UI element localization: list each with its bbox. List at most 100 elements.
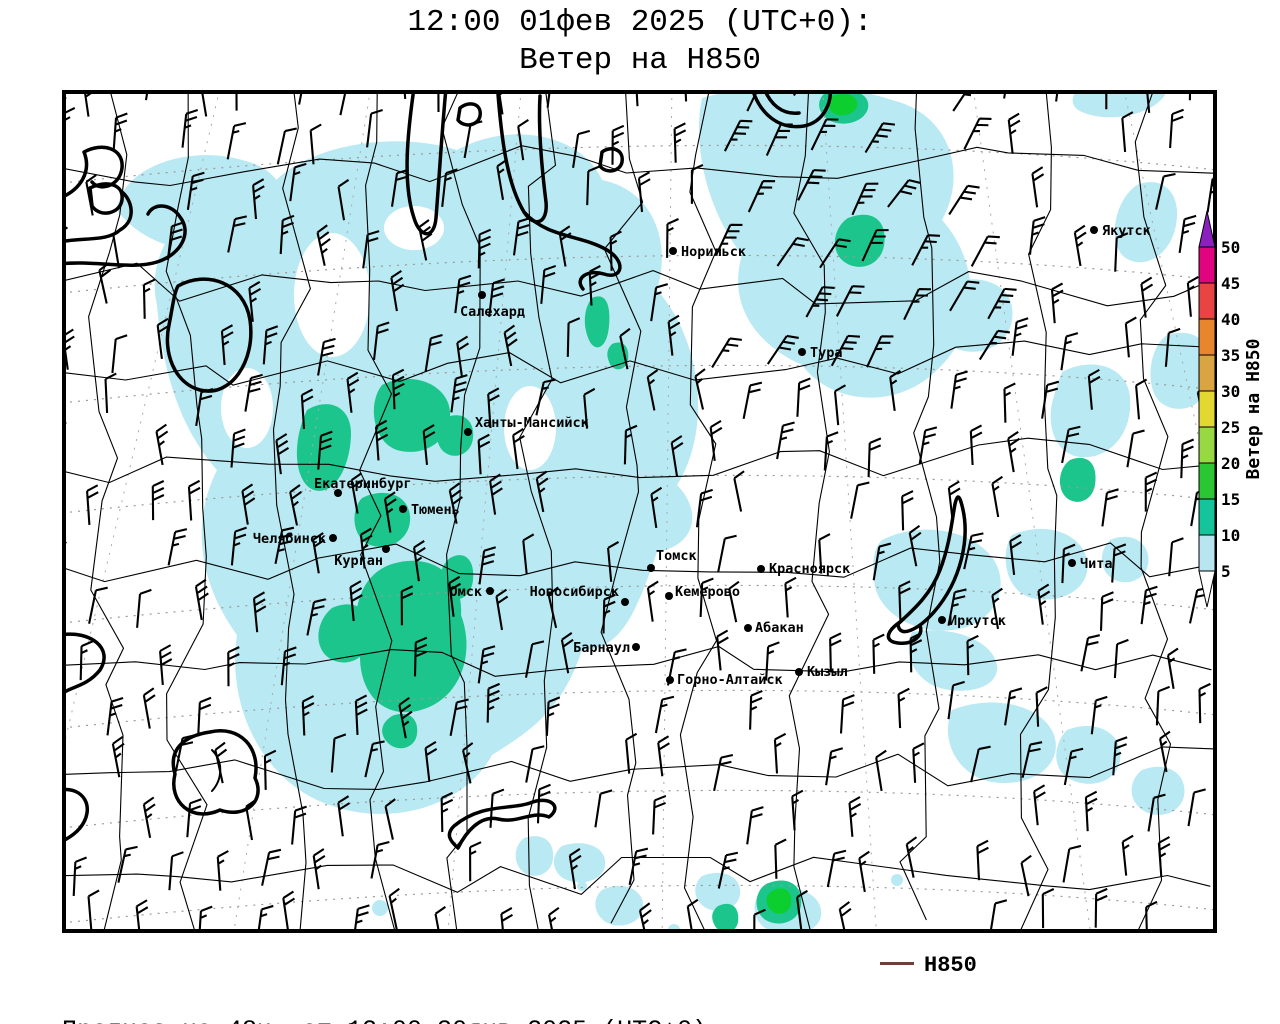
city-dot <box>666 676 674 684</box>
city-dot <box>621 598 629 606</box>
title-parameter: Ветер на H850 <box>519 43 761 78</box>
colorbar-cell-35-40 <box>1198 318 1216 356</box>
city-marker-Барнаул: Барнаул <box>573 640 640 656</box>
city-label: Норильск <box>681 244 746 260</box>
city-marker-Новосибирск: Новосибирск <box>530 584 629 606</box>
colorbar-cell-10-15 <box>1198 498 1216 536</box>
city-dot <box>1090 226 1098 234</box>
city-marker-Кызыл: Кызыл <box>795 664 848 680</box>
city-label: Кемерово <box>675 584 740 600</box>
page-title: 12:00 01фев 2025 (UTC+0): Ветер на H850 <box>0 4 1280 80</box>
city-marker-Томск: Томск <box>647 548 697 572</box>
city-label: Барнаул <box>573 640 630 656</box>
wind-shade-10-15-layer <box>296 90 1096 933</box>
city-label: Ханты-Мансийск <box>475 415 589 431</box>
colorbar-cell-30-35 <box>1198 354 1216 392</box>
colorbar-tick-label: 15 <box>1221 490 1240 509</box>
city-dot <box>665 592 673 600</box>
city-marker-Норильск: Норильск <box>669 244 746 260</box>
city-markers-layer: Норильск Якутск Салехард Тура Ханты-Мансийск… <box>253 223 1151 688</box>
city-dot <box>744 624 752 632</box>
city-marker-Чита: Чита <box>1068 556 1113 572</box>
colorbar-cell-40-45 <box>1198 282 1216 320</box>
map-area: Норильск Якутск Салехард Тура Ханты-Мансийск… <box>62 90 1217 933</box>
city-label: Иркутск <box>949 613 1006 629</box>
city-marker-Ханты-Мансийск: Ханты-Мансийск <box>464 415 589 436</box>
city-label: Новосибирск <box>530 584 619 600</box>
colorbar-title: Ветер на H850 <box>1243 339 1264 480</box>
city-label: Абакан <box>755 620 804 636</box>
city-dot <box>464 428 472 436</box>
footer-forecast-line: Прогноз на 48ч. от 12:00 30янв 2025 (UTC… <box>62 1013 707 1024</box>
h850-legend-label: H850 <box>924 953 977 978</box>
graticule-layer <box>62 90 1217 933</box>
wind-shade-15-20-layer <box>766 94 858 914</box>
title-datetime: 12:00 01фев 2025 (UTC+0): <box>407 5 873 40</box>
city-label: Томск <box>656 548 697 564</box>
colorbar-over-arrow <box>1198 210 1216 248</box>
city-marker-Кемерово: Кемерово <box>665 584 740 600</box>
colorbar-cell-25-30 <box>1198 390 1216 428</box>
colorbar-tick-label: 45 <box>1221 274 1240 293</box>
colorbar-tick-label: 20 <box>1221 454 1240 473</box>
colorbar-cell-5-10 <box>1198 534 1216 572</box>
city-marker-Челябинск: Челябинск <box>253 531 337 547</box>
city-label: Красноярск <box>769 561 850 577</box>
city-marker-Якутск: Якутск <box>1090 223 1151 239</box>
city-dot <box>798 348 806 356</box>
city-label: Якутск <box>1102 223 1151 239</box>
city-marker-Тюмень: Тюмень <box>399 502 460 518</box>
colorbar-cell-15-20 <box>1198 462 1216 500</box>
city-marker-Абакан: Абакан <box>744 620 804 636</box>
footer: Прогноз на 48ч. от 12:00 30янв 2025 (UTC… <box>62 941 707 1024</box>
colorbar-tick-label: 5 <box>1221 562 1231 581</box>
map-canvas: Норильск Якутск Салехард Тура Ханты-Мансийск… <box>62 90 1217 933</box>
city-dot <box>795 668 803 676</box>
city-dot <box>399 505 407 513</box>
wind-shade-5-10-layer <box>117 90 1213 933</box>
colorbar-tick-label: 25 <box>1221 418 1240 437</box>
city-marker-Красноярск: Красноярск <box>757 561 850 577</box>
colorbar-cell-20-25 <box>1198 426 1216 464</box>
colorbar: 50 45 40 35 30 25 20 15 10 5 Ветер на H850 <box>1193 205 1280 650</box>
city-marker-Екатеринбург: Екатеринбург <box>314 476 412 497</box>
city-dot <box>669 247 677 255</box>
city-dot <box>486 587 494 595</box>
city-label: Омск <box>449 584 482 600</box>
city-dot <box>632 643 640 651</box>
city-label: Тюмень <box>411 502 460 518</box>
city-label: Тура <box>810 345 843 361</box>
city-marker-Тура: Тура <box>798 345 843 361</box>
city-marker-Иркутск: Иркутск <box>938 613 1006 629</box>
colorbar-under-arrow <box>1198 570 1216 608</box>
city-dot <box>938 616 946 624</box>
city-dot <box>382 545 390 553</box>
city-marker-Горно-Алтайск: Горно-Алтайск <box>666 672 783 688</box>
colorbar-tick-label: 40 <box>1221 310 1240 329</box>
city-label: Горно-Алтайск <box>677 672 783 688</box>
city-label: Кызыл <box>807 664 848 680</box>
city-dot <box>329 534 337 542</box>
colorbar-cell-45-50 <box>1198 246 1216 284</box>
city-dot <box>1068 559 1076 567</box>
city-label: Салехард <box>460 304 525 320</box>
city-dot <box>757 565 765 573</box>
city-marker-Курган: Курган <box>334 545 390 569</box>
contour-legend: H850 <box>880 953 977 978</box>
colorbar-tick-label: 30 <box>1221 382 1240 401</box>
city-label: Чита <box>1080 556 1113 572</box>
city-label: Челябинск <box>253 531 326 547</box>
city-label: Екатеринбург <box>314 476 412 492</box>
colorbar-tick-label: 35 <box>1221 346 1240 365</box>
city-marker-Омск: Омск <box>449 584 494 600</box>
h850-line-swatch <box>880 961 914 965</box>
city-dot <box>478 291 486 299</box>
city-marker-Салехард: Салехард <box>460 291 525 320</box>
city-dot <box>334 489 342 497</box>
city-dot <box>647 564 655 572</box>
city-label: Курган <box>334 553 383 569</box>
wind-barbs-layer <box>62 90 1217 933</box>
colorbar-tick-label: 50 <box>1221 238 1240 257</box>
colorbar-tick-label: 10 <box>1221 526 1240 545</box>
